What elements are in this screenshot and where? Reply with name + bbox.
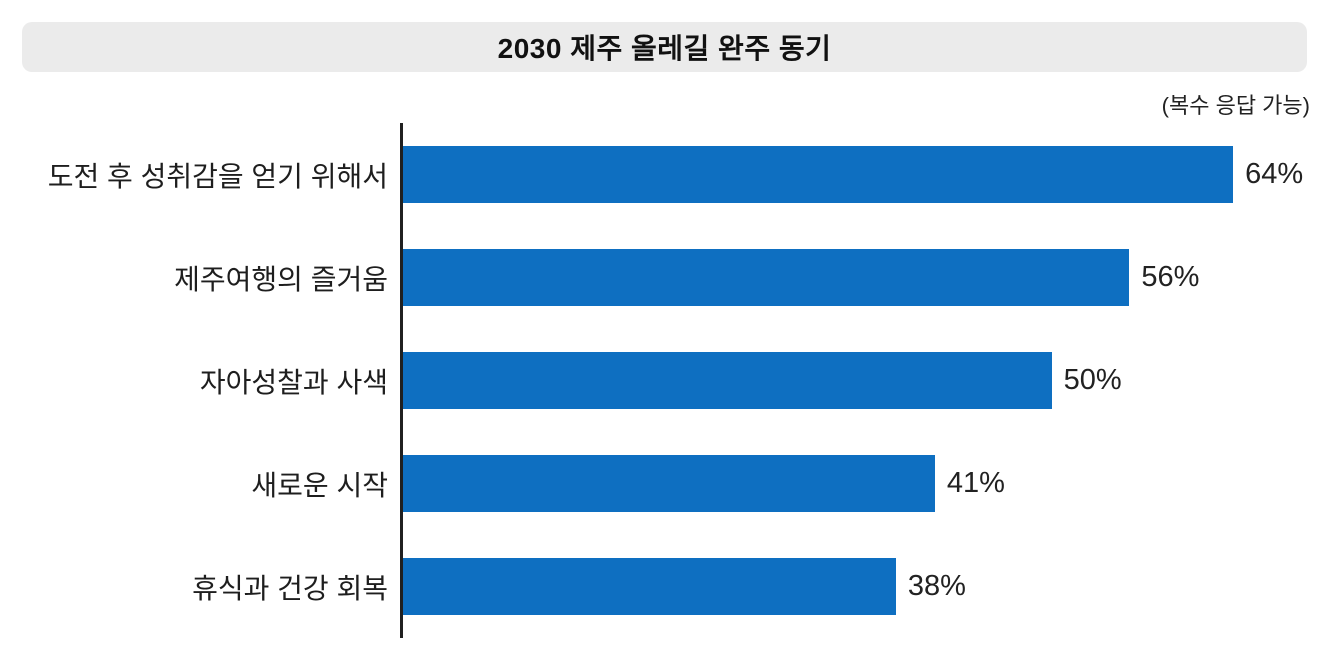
bar-row: 자아성찰과 사색 50% (0, 329, 1335, 432)
bar-label: 휴식과 건강 회복 (192, 572, 388, 604)
bar (403, 352, 1052, 409)
bar-label: 도전 후 성취감을 얻기 위해서 (47, 160, 388, 192)
bar-chart: 도전 후 성취감을 얻기 위해서 64% 제주여행의 즐거움 56% 자아성찰과… (0, 123, 1335, 638)
bar-value: 64% (1245, 158, 1304, 190)
bar-track: 56% (403, 249, 1311, 306)
bar-rows: 도전 후 성취감을 얻기 위해서 64% 제주여행의 즐거움 56% 자아성찰과… (0, 123, 1335, 638)
bar-row: 휴식과 건강 회복 38% (0, 535, 1335, 638)
y-axis-line (400, 123, 403, 638)
bar-value: 41% (946, 467, 1005, 499)
bar-track: 38% (403, 558, 1311, 615)
chart-title: 2030 제주 올레길 완주 동기 (497, 33, 832, 64)
bar-label: 자아성찰과 사색 (199, 366, 388, 398)
bar-label: 새로운 시작 (251, 469, 388, 501)
bar-track: 50% (403, 352, 1311, 409)
bar (403, 249, 1130, 306)
bar-track: 41% (403, 455, 1311, 512)
bar-row: 도전 후 성취감을 얻기 위해서 64% (0, 123, 1335, 226)
bar-value: 56% (1141, 261, 1200, 293)
bar-row: 제주여행의 즐거움 56% (0, 226, 1335, 329)
bar (403, 455, 935, 512)
bar-row: 새로운 시작 41% (0, 432, 1335, 535)
multiple-response-note: (복수 응답 가능) (1161, 93, 1310, 118)
bar-track: 64% (403, 146, 1311, 203)
bar-value: 38% (907, 570, 966, 602)
bar-value: 50% (1063, 364, 1122, 396)
bar-label: 제주여행의 즐거움 (174, 263, 388, 295)
chart-title-banner: 2030 제주 올레길 완주 동기 (22, 22, 1307, 72)
bar (403, 146, 1234, 203)
bar (403, 558, 896, 615)
